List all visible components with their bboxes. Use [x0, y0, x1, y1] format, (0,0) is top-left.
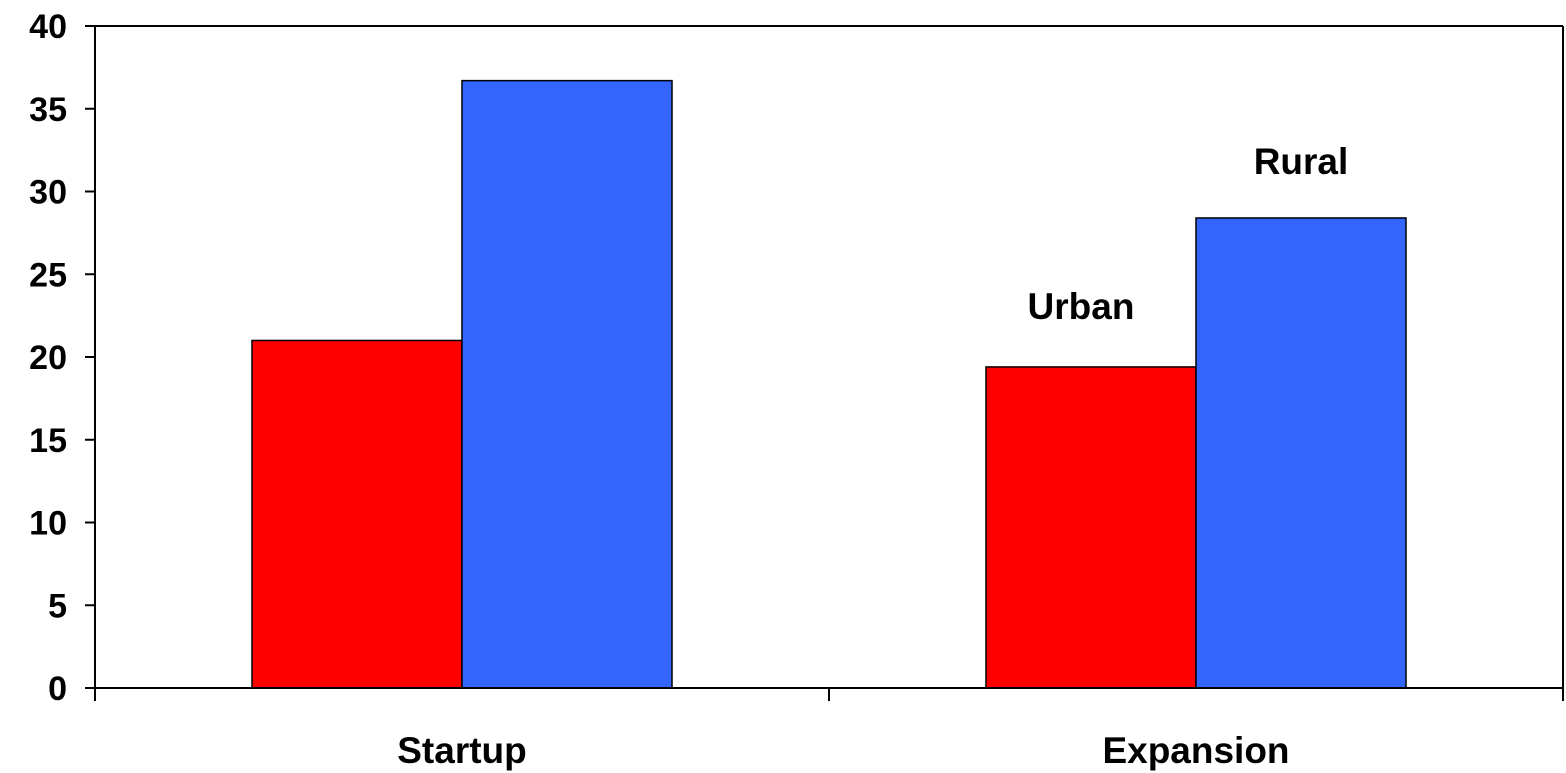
- series-label-rural: Rural: [1254, 141, 1349, 182]
- y-tick-label-40: 40: [29, 8, 67, 46]
- y-axis-ticks: [85, 25, 95, 689]
- y-axis-tick-labels: 0 5 10 15 20 25 30 35 40: [29, 8, 67, 708]
- y-tick-label-25: 25: [29, 256, 67, 294]
- bar-rural-expansion: [1195, 217, 1407, 689]
- y-tick-label-10: 10: [29, 505, 67, 543]
- y-tick-label-20: 20: [29, 339, 67, 377]
- bar-rural-startup: [461, 79, 673, 689]
- x-tick-label-expansion: Expansion: [1102, 730, 1289, 771]
- y-tick-label-0: 0: [48, 670, 67, 708]
- x-tick-label-startup: Startup: [397, 730, 527, 771]
- y-tick-label-15: 15: [29, 422, 67, 460]
- x-axis-tick-labels: Startup Expansion: [397, 730, 1289, 771]
- axes: [94, 25, 1564, 689]
- x-axis-ticks: [94, 688, 1564, 701]
- bar-urban-startup: [251, 339, 463, 689]
- series-labels: Urban Rural: [1028, 141, 1349, 327]
- y-tick-label-35: 35: [29, 91, 67, 129]
- y-tick-label-30: 30: [29, 174, 67, 212]
- bars: [251, 79, 1407, 689]
- bar-urban-expansion: [985, 366, 1197, 689]
- series-label-urban: Urban: [1028, 286, 1135, 327]
- y-tick-label-5: 5: [48, 587, 67, 625]
